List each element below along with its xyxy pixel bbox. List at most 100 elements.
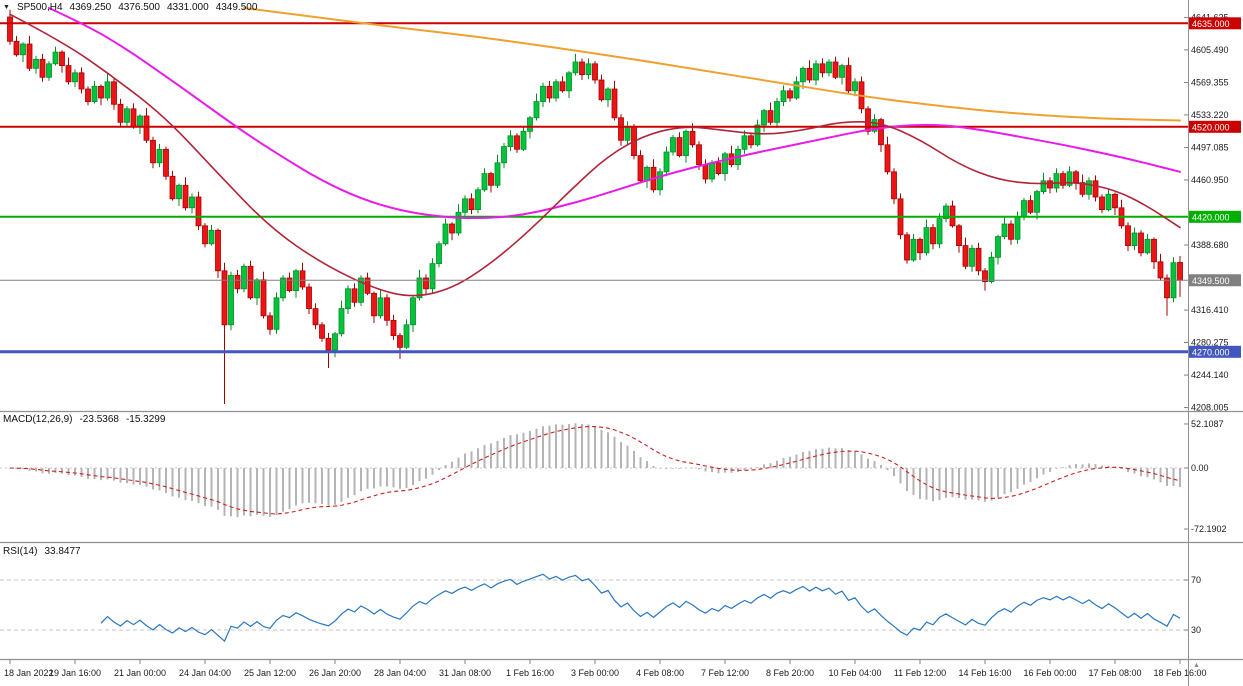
macd-bar: [152, 468, 154, 490]
price-badge-label: 4520.000: [1192, 122, 1230, 132]
time-tick-label: 11 Feb 12:00: [894, 668, 946, 678]
candle-bear: [319, 324, 325, 339]
candle-bull: [176, 184, 182, 200]
candle-bull: [403, 324, 410, 348]
macd-bar: [886, 468, 889, 471]
candle-bull: [1001, 223, 1008, 237]
macd-bar: [366, 468, 369, 489]
time-tick-label: 17 Feb 08:00: [1088, 668, 1141, 678]
macd-bar: [314, 468, 317, 504]
candle-bull: [1053, 173, 1060, 189]
macd-bar: [1107, 465, 1110, 468]
candle-bull: [46, 63, 52, 78]
macd-bar: [724, 468, 726, 473]
macd-bar: [782, 458, 785, 468]
candle-bear: [150, 139, 156, 164]
macd-bar: [574, 423, 577, 468]
candle-bull: [533, 101, 540, 119]
candle-bull: [520, 130, 527, 150]
candle-bear: [845, 65, 852, 92]
candle-bear: [1008, 223, 1014, 240]
candle-bull: [943, 205, 949, 219]
candle-bull: [761, 110, 767, 126]
candle-bull: [722, 153, 728, 175]
macd-bar: [483, 444, 486, 468]
time-tick-label: 8 Feb 20:00: [766, 668, 814, 678]
candle-bear: [546, 85, 553, 99]
rsi-indicator-label: RSI(14) 33.8477: [3, 546, 88, 557]
price-badge: [1189, 17, 1241, 30]
macd-bar: [769, 463, 772, 468]
candle-bull: [624, 126, 631, 141]
horizontal-lines-layer[interactable]: [0, 22, 1188, 354]
macd-bar: [763, 464, 765, 468]
candle-bull: [280, 277, 286, 299]
macd-bar: [815, 449, 817, 468]
candle-bull: [1144, 238, 1151, 254]
macd-bar: [412, 468, 414, 486]
price-axis[interactable]: 4641.6254605.4904569.3554533.2204497.085…: [1184, 12, 1241, 413]
macd-bar: [425, 468, 427, 479]
candle-bull: [124, 108, 130, 123]
macd-bar: [938, 468, 941, 501]
price-tick-label: 4533.220: [1191, 110, 1229, 120]
macd-bar: [230, 468, 232, 517]
candle-bull: [572, 61, 579, 74]
candle-bear: [904, 234, 910, 261]
macd-bar: [652, 465, 655, 468]
macd-bar: [15, 468, 18, 470]
macd-bar: [1042, 468, 1045, 475]
price-badge: [1189, 210, 1241, 223]
macd-bar: [626, 445, 629, 468]
candle-bear: [1047, 180, 1053, 189]
candle-bear: [715, 162, 722, 175]
macd-bar: [275, 468, 278, 516]
candle-bear: [611, 88, 618, 119]
candle-bull: [208, 229, 215, 245]
macd-bar: [990, 468, 993, 501]
time-tick-label: 1 Feb 16:00: [506, 668, 554, 678]
macd-bar: [1101, 465, 1103, 468]
candle-bear: [195, 196, 202, 227]
macd-bar: [1166, 468, 1168, 486]
macd-bar: [834, 448, 837, 468]
candle-bull: [507, 135, 514, 148]
candle-bull: [709, 162, 715, 180]
macd-bar: [828, 447, 830, 468]
time-tick-label: 16 Feb 00:00: [1023, 668, 1076, 678]
macd-bar: [685, 467, 687, 469]
candle-bull: [553, 81, 559, 99]
macd-bar: [750, 468, 752, 470]
price-badge-label: 4635.000: [1192, 19, 1230, 29]
candle-bear: [676, 137, 683, 157]
candle-bull: [254, 279, 260, 299]
candle-bear: [748, 135, 754, 146]
macd-axis[interactable]: 52.1087 0.00 -72.1902: [1184, 419, 1227, 534]
macd-bar: [373, 468, 375, 489]
candle-bear: [618, 117, 624, 141]
macd-bar: [516, 434, 518, 468]
macd-bar: [490, 443, 492, 468]
macd-bar: [639, 457, 642, 468]
candle-bull: [585, 63, 592, 75]
candle-bull: [429, 263, 436, 290]
macd-bar: [61, 468, 63, 474]
candle-bear: [130, 108, 137, 128]
candle-bear: [468, 198, 475, 211]
macd-bar: [984, 468, 986, 502]
candle-bear: [514, 135, 520, 150]
candle-bull: [527, 117, 533, 132]
macd-bar: [977, 468, 980, 501]
macd-bar: [217, 468, 219, 510]
macd-bar: [587, 424, 590, 468]
price-tick-label: 4497.085: [1191, 142, 1229, 152]
price-badge: [1189, 120, 1241, 133]
candle-bear: [143, 115, 150, 141]
rsi-axis[interactable]: 70 30: [1184, 575, 1201, 635]
candle-bear: [1177, 262, 1183, 281]
candle-bear: [579, 61, 585, 76]
time-tick-label: 26 Jan 20:00: [309, 668, 361, 678]
